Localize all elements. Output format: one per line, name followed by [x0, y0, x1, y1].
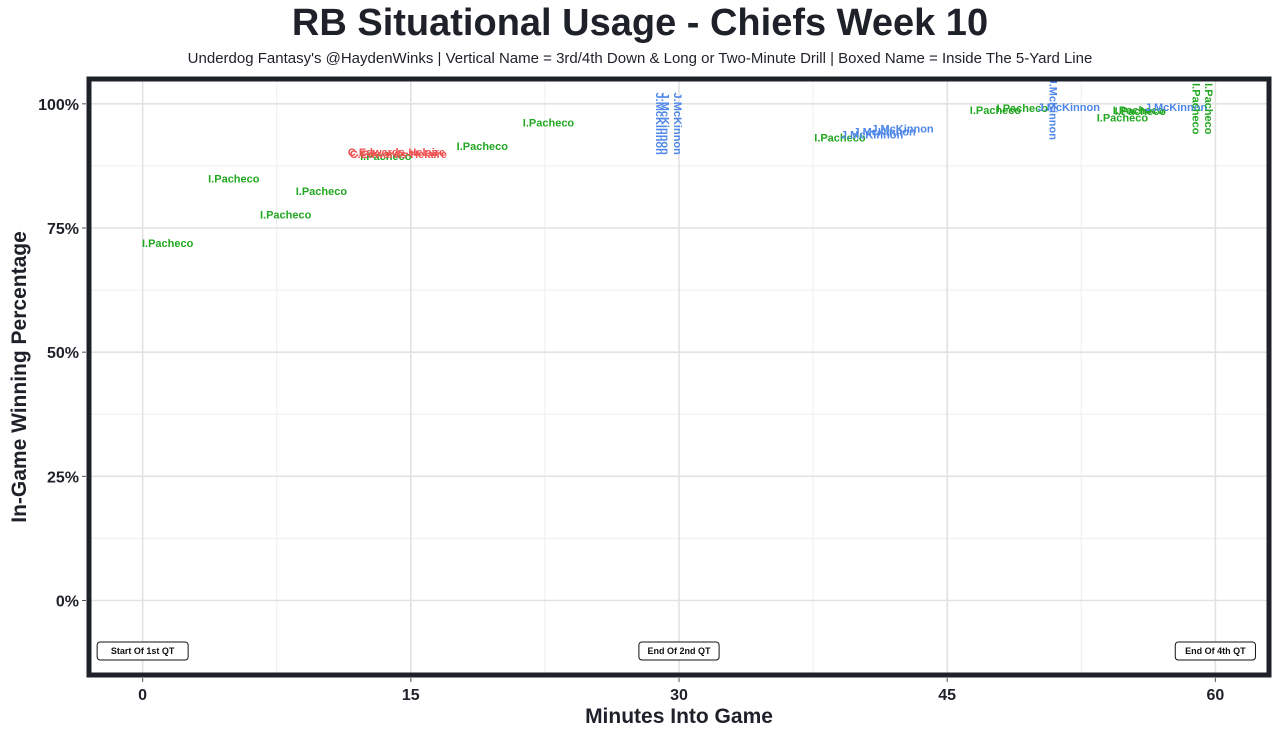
- y-axis-title: In-Game Winning Percentage: [8, 231, 31, 523]
- y-tick-label: 25%: [47, 469, 79, 486]
- data-label: I.Pacheco: [970, 105, 1022, 117]
- data-label-vertical: J.McKinnon: [1047, 78, 1059, 141]
- data-label: I.Pacheco: [360, 151, 412, 163]
- data-label: J.McKinnon: [853, 127, 916, 139]
- data-label: I.Pacheco: [814, 133, 866, 145]
- data-label: I.Pacheco: [260, 210, 312, 222]
- data-label-vertical: J.McKinnon: [659, 93, 671, 156]
- plot-border: [86, 76, 1272, 678]
- data-label-vertical: J.McKinnon: [653, 93, 665, 156]
- x-axis-title: Minutes Into Game: [585, 705, 773, 728]
- annotation-box: [1174, 641, 1256, 661]
- data-label: I.Pacheco: [457, 141, 509, 153]
- y-tick-label: 50%: [47, 345, 79, 362]
- data-label: I.Pacheco: [997, 103, 1049, 115]
- data-label: C.Edwards-Helaire: [348, 147, 445, 159]
- data-label: I.Pacheco: [142, 238, 194, 250]
- data-label-vertical: I.Pacheco: [1190, 83, 1202, 135]
- y-tick-label: 0%: [56, 594, 79, 611]
- data-label: I.Pacheco: [208, 173, 260, 185]
- annotation-box: [638, 641, 720, 661]
- data-label-vertical: J.McKinnon: [671, 93, 683, 156]
- annotations: Start Of 1st QT End Of 2nd QT End Of 4th Q…: [96, 641, 1256, 661]
- data-label: J.McKinnon: [1145, 102, 1208, 114]
- data-label: J.McKinnon: [1038, 102, 1101, 114]
- x-tick-label: 45: [938, 687, 956, 704]
- data-labels: I.PachecoI.PachecoI.PachecoI.PachecoI.Pa…: [142, 78, 1214, 250]
- annotation-label: End Of 2nd QT: [648, 646, 711, 656]
- annotation-label: Start Of 1st QT: [111, 646, 175, 656]
- data-label: I.Pacheco: [1113, 105, 1165, 117]
- y-tick-label: 100%: [38, 97, 79, 114]
- data-label: I.Pacheco: [1097, 113, 1149, 125]
- x-tick-label: 30: [670, 687, 688, 704]
- x-tick-label: 0: [138, 687, 147, 704]
- grid: [89, 79, 1269, 675]
- axis-ticks: 0 15 30 45 60 0% 25% 50% 75% 100%: [38, 97, 1224, 704]
- data-label: J.McKinnon: [841, 130, 904, 142]
- y-tick-label: 75%: [47, 221, 79, 238]
- annotation-label: End Of 4th QT: [1185, 646, 1246, 656]
- annotation-box: [96, 641, 189, 661]
- x-tick-label: 15: [402, 687, 420, 704]
- x-tick-label: 60: [1206, 687, 1224, 704]
- data-label: J.McKinnon: [871, 124, 934, 136]
- data-label: I.Pacheco: [296, 186, 348, 198]
- data-label-vertical: I.Pacheco: [1202, 83, 1214, 135]
- chart-title: RB Situational Usage - Chiefs Week 10: [291, 2, 989, 44]
- data-label: I.Pacheco: [1115, 106, 1167, 118]
- data-label: I.Pacheco: [523, 118, 575, 130]
- chart-subtitle: Underdog Fantasy's @HaydenWinks | Vertic…: [187, 50, 1093, 67]
- data-label: C.Edwards-Helaire: [350, 149, 447, 161]
